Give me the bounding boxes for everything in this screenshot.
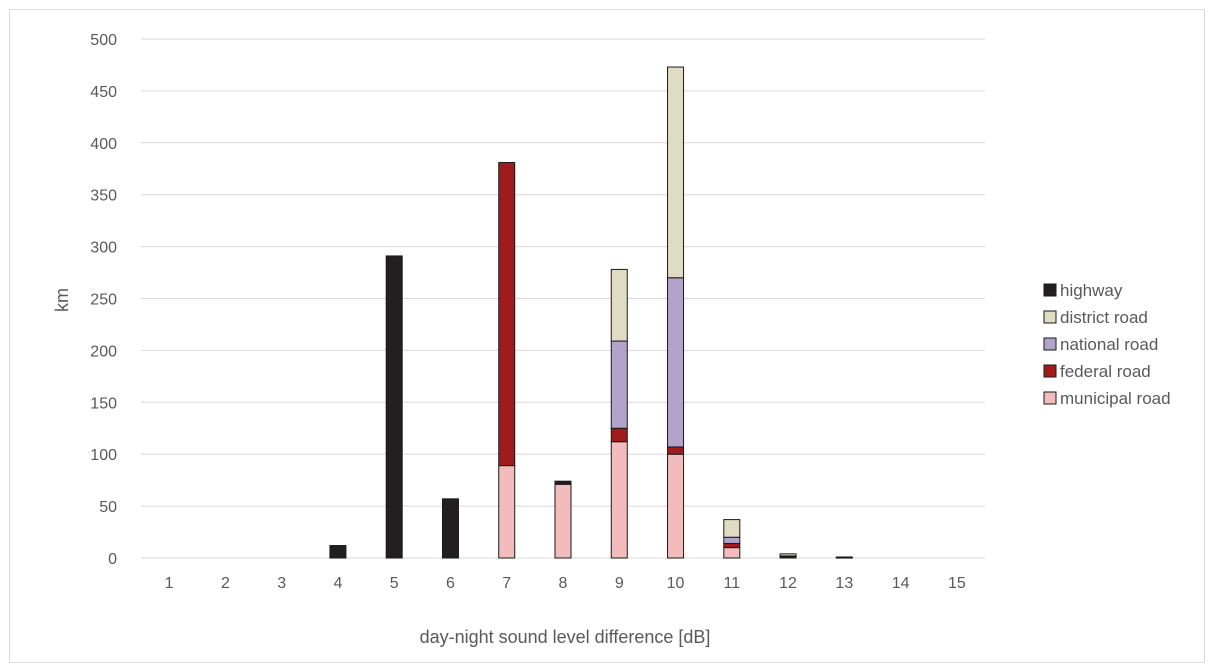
gridlines: [141, 38, 985, 559]
y-tick-label: 350: [90, 188, 117, 205]
x-tick-label: 11: [723, 575, 740, 592]
legend-swatch: [1043, 310, 1057, 324]
x-tick-label: 6: [446, 575, 455, 592]
legend-item-municipal-road: municipal road: [1043, 389, 1171, 408]
bar-segment-highway: [441, 498, 459, 559]
legend-item-federal-road: federal road: [1043, 362, 1151, 381]
x-tick-labels: 1 2 3 4 5 6 7 8 9 10 11 12 13 14 15: [165, 575, 966, 592]
y-tick-label: 300: [90, 240, 117, 257]
bar-segment-district-road: [779, 553, 797, 557]
bar-segment-municipal-road: [554, 483, 572, 559]
x-tick-label: 1: [165, 575, 174, 592]
legend-swatch: [1043, 283, 1057, 297]
bar-segment-federal-road: [667, 446, 685, 455]
x-tick-label: 5: [390, 575, 399, 592]
x-tick-label: 3: [277, 575, 286, 592]
bar-segment-highway: [554, 480, 572, 485]
y-tick-label: 450: [90, 84, 117, 101]
legend: highway district road national road federal…: [1043, 281, 1171, 408]
bar-segment-district-road: [610, 268, 628, 342]
x-tick-label: 12: [779, 575, 797, 592]
legend-swatch: [1043, 364, 1057, 378]
bar-segment-municipal-road: [610, 441, 628, 559]
y-tick-label: 500: [90, 32, 117, 49]
y-tick-labels: 0 50 100 150 200 250 300 350 400 450 500: [90, 32, 117, 568]
y-tick-label: 250: [90, 292, 117, 309]
bar-segment-federal-road: [498, 162, 516, 467]
y-tick-label: 0: [108, 551, 117, 568]
y-axis-title: km: [52, 288, 72, 312]
y-tick-label: 100: [90, 447, 117, 464]
legend-label: national road: [1060, 335, 1158, 354]
x-tick-label: 15: [948, 575, 966, 592]
x-tick-label: 4: [333, 575, 342, 592]
bar-segment-national-road: [667, 277, 685, 448]
bar-segment-municipal-road: [723, 547, 741, 559]
legend-item-national-road: national road: [1043, 335, 1158, 354]
x-tick-label: 9: [615, 575, 624, 592]
x-tick-label: 2: [221, 575, 230, 592]
legend-item-highway: highway: [1043, 281, 1123, 300]
x-axis-title: day-night sound level difference [dB]: [420, 627, 711, 647]
legend-label: district road: [1060, 308, 1148, 327]
x-tick-label: 10: [667, 575, 685, 592]
legend-swatch: [1043, 337, 1057, 351]
x-tick-label: 14: [892, 575, 910, 592]
bar-segment-national-road: [723, 536, 741, 544]
bar-segment-federal-road: [610, 427, 628, 443]
x-tick-label: 13: [835, 575, 853, 592]
legend-label: municipal road: [1060, 389, 1171, 408]
bar-segment-highway: [385, 255, 403, 559]
bar-segment-highway: [329, 545, 347, 559]
x-tick-label: 7: [502, 575, 511, 592]
legend-swatch: [1043, 391, 1057, 405]
legend-item-district-road: district road: [1043, 308, 1148, 327]
y-tick-label: 400: [90, 136, 117, 153]
bar-segment-municipal-road: [498, 465, 516, 559]
bar-segment-district-road: [667, 66, 685, 279]
bar-segment-national-road: [610, 340, 628, 429]
legend-label: federal road: [1060, 362, 1151, 381]
y-tick-label: 200: [90, 343, 117, 360]
y-tick-label: 50: [99, 499, 117, 516]
bar-segment-municipal-road: [667, 453, 685, 559]
bars: [329, 66, 853, 559]
y-tick-label: 150: [90, 395, 117, 412]
legend-label: highway: [1060, 281, 1123, 300]
bar-segment-district-road: [835, 556, 853, 559]
bar-segment-federal-road: [723, 542, 741, 549]
x-tick-label: 8: [559, 575, 568, 592]
bar-segment-district-road: [723, 519, 741, 538]
